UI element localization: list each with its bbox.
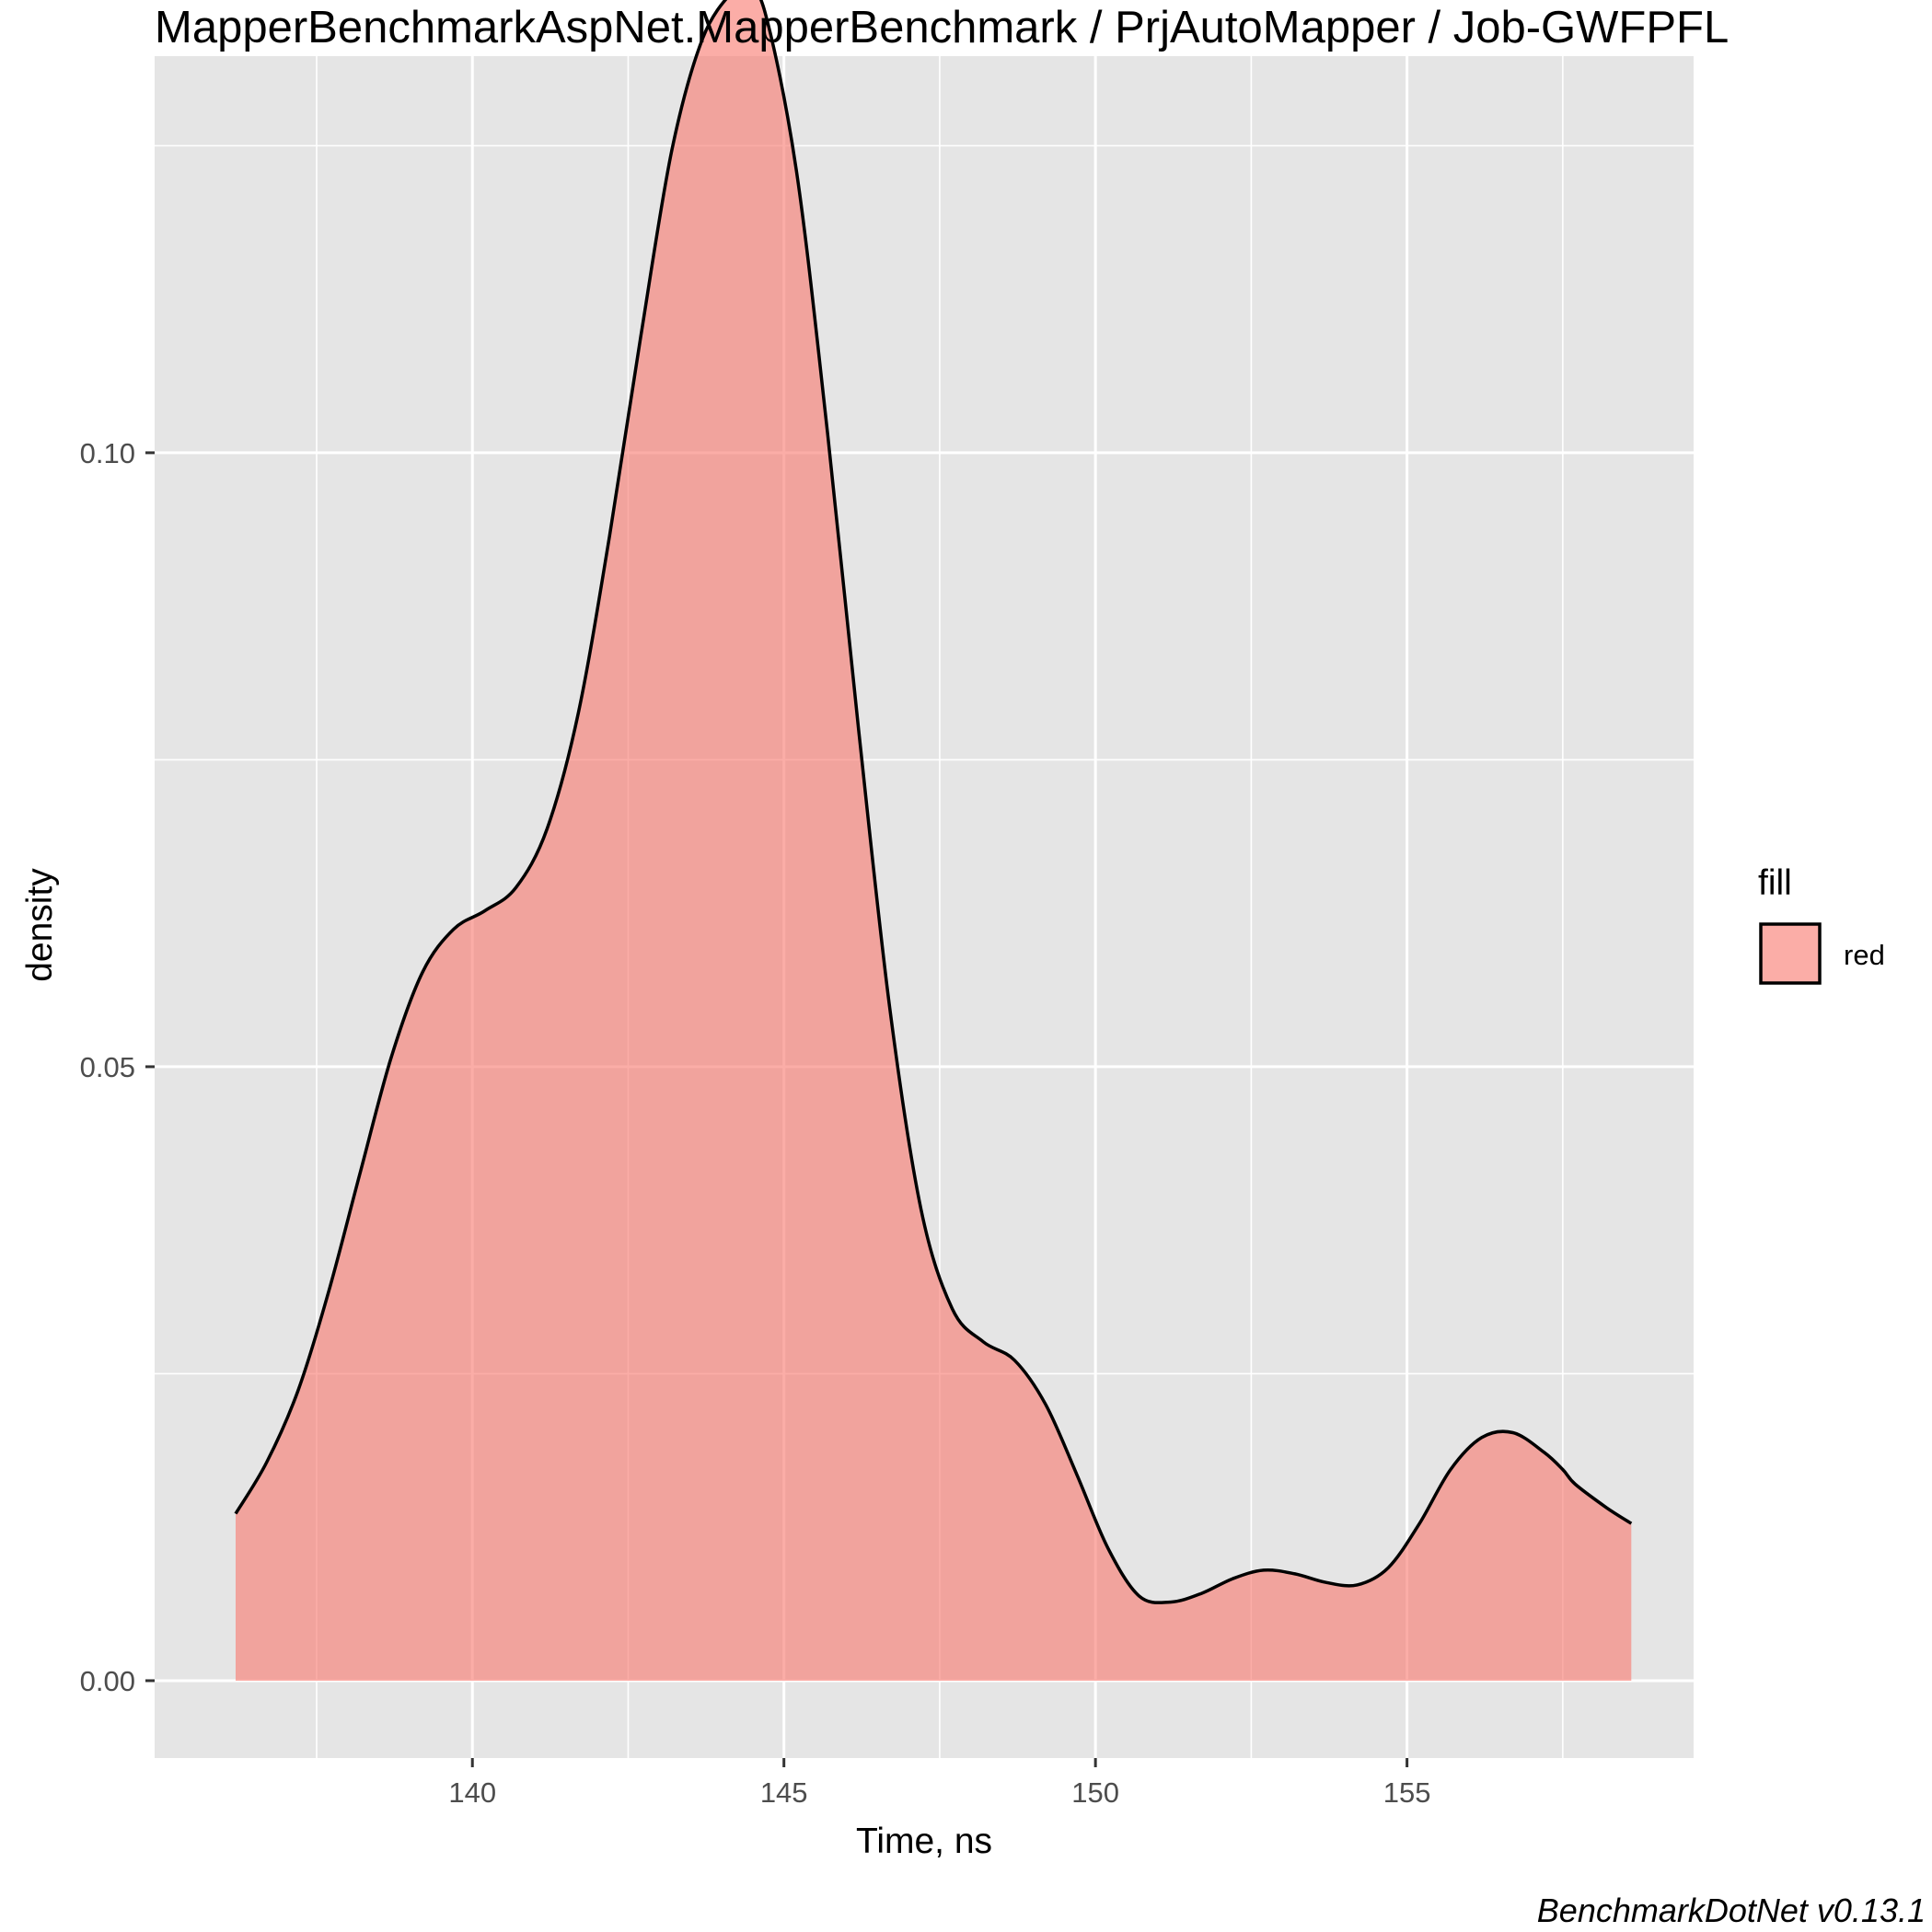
chart-title: MapperBenchmarkAspNet.MapperBenchmark / … <box>155 3 1729 52</box>
x-tick-label: 145 <box>760 1776 808 1809</box>
legend-key-red <box>1759 922 1822 985</box>
y-tick-label: 0.05 <box>80 1051 135 1083</box>
x-axis-title: Time, ns <box>856 1822 992 1861</box>
legend: fill red <box>1758 863 1885 985</box>
y-tick-label: 0.00 <box>80 1665 135 1697</box>
x-axis: 140 145 150 155 <box>448 1758 1430 1809</box>
y-axis: 0.00 0.05 0.10 <box>80 437 155 1697</box>
legend-label-red: red <box>1844 939 1885 971</box>
x-tick-label: 155 <box>1383 1776 1431 1809</box>
y-tick-label: 0.10 <box>80 437 135 469</box>
x-tick-label: 140 <box>448 1776 496 1809</box>
density-area <box>236 0 1632 1681</box>
caption: BenchmarkDotNet v0.13.1 <box>1537 1892 1926 1929</box>
x-tick-label: 150 <box>1071 1776 1119 1809</box>
legend-title: fill <box>1758 863 1792 903</box>
y-axis-title: density <box>20 868 60 982</box>
density-curve <box>234 0 1633 1604</box>
